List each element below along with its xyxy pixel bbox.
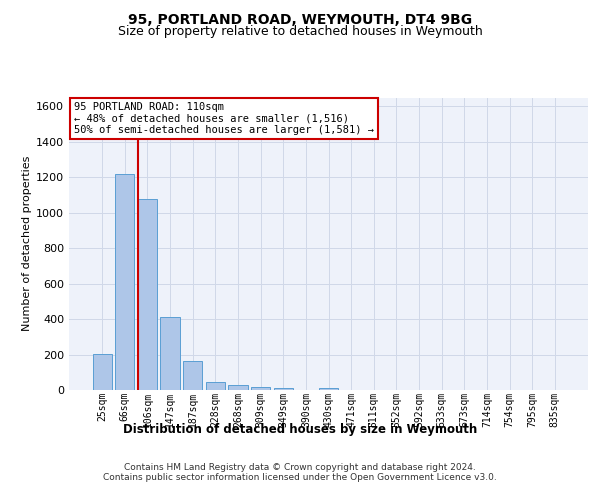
Bar [274,388,293,390]
Bar [138,200,157,390]
Bar [206,382,225,390]
Text: 95 PORTLAND ROAD: 110sqm
← 48% of detached houses are smaller (1,516)
50% of sem: 95 PORTLAND ROAD: 110sqm ← 48% of detach… [74,102,374,135]
Bar [160,318,180,390]
Bar [115,174,134,390]
Y-axis label: Number of detached properties: Number of detached properties [22,156,32,332]
Text: Distribution of detached houses by size in Weymouth: Distribution of detached houses by size … [123,422,477,436]
Bar [319,388,338,390]
Bar [183,361,202,390]
Bar [251,387,270,390]
Text: 95, PORTLAND ROAD, WEYMOUTH, DT4 9BG: 95, PORTLAND ROAD, WEYMOUTH, DT4 9BG [128,12,472,26]
Text: Contains public sector information licensed under the Open Government Licence v3: Contains public sector information licen… [103,472,497,482]
Bar [92,354,112,390]
Text: Size of property relative to detached houses in Weymouth: Size of property relative to detached ho… [118,25,482,38]
Text: Contains HM Land Registry data © Crown copyright and database right 2024.: Contains HM Land Registry data © Crown c… [124,462,476,471]
Bar [229,385,248,390]
